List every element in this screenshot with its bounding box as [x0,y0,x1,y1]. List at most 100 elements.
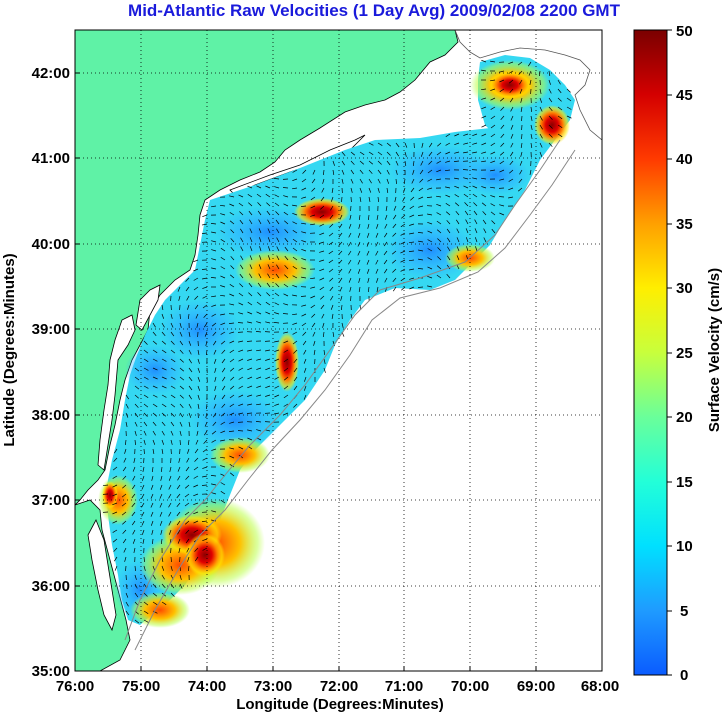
vector-arrow [256,376,262,380]
vector-arrow [292,294,298,297]
vector-arrow [274,394,280,398]
vector-arrow [202,547,208,551]
vector-arrow [274,186,280,189]
vector-arrow [377,142,383,146]
vector-arrow [202,304,208,309]
vector-arrow [143,367,149,371]
vector-arrow [529,79,532,85]
vector-arrow [348,223,352,229]
vector-arrow [482,211,487,216]
vector-arrow [151,475,154,481]
vector-arrow [509,97,514,103]
vector-arrow [436,203,442,207]
vector-arrow [445,186,451,189]
vector-arrow [357,268,361,274]
vector-arrow [348,277,352,283]
vector-arrow [466,246,469,252]
vector-arrow [384,214,388,220]
vector-arrow [303,385,307,391]
vector-arrow [350,151,356,156]
vector-arrow [238,349,244,353]
vector-arrow [238,446,244,450]
vector-arrow [350,295,352,302]
vector-arrow [161,421,166,427]
vector-arrow [428,160,433,165]
vector-arrow [256,385,262,388]
vector-arrow [490,115,496,120]
vector-arrow [539,88,542,94]
vector-arrow [179,313,181,320]
vector-arrow [446,273,451,279]
vector-arrow [256,185,262,189]
vector-arrow [112,493,118,497]
vector-arrow [213,340,217,346]
vector-arrow [258,228,262,234]
vector-arrow [508,61,514,65]
vector-arrow [557,115,563,120]
vector-arrow [112,502,118,506]
x-tick-label: 68:00 [581,678,619,695]
vector-arrow [446,264,451,270]
vector-arrow [220,456,226,459]
vector-arrow [273,178,280,180]
vector-arrow [179,412,184,418]
vector-arrow [211,267,217,270]
vector-arrow [490,151,496,155]
vector-arrow [359,178,363,184]
vector-arrow [221,394,226,400]
x-tick-label: 69:00 [517,678,555,695]
vector-arrow [303,358,307,364]
vector-arrow [230,246,235,252]
vector-arrow [112,511,118,515]
vector-arrow [275,283,280,288]
vector-arrow [310,277,316,280]
vector-arrow [418,240,424,243]
vector-arrow [341,151,346,157]
vector-arrow [566,97,572,102]
vector-arrow [267,246,271,252]
vector-arrow [339,214,343,220]
vector-arrow [161,448,164,454]
vector-arrow [184,493,190,498]
vector-arrow [197,376,201,382]
vector-arrow [481,160,487,163]
vector-arrow [483,228,487,234]
vector-arrow [417,214,424,216]
vector-arrow [357,241,361,247]
vector-arrow [319,223,325,227]
vector-arrow [473,210,478,216]
vector-arrow [177,466,181,472]
y-tick-label: 42:00 [32,65,70,82]
vector-arrow [367,223,370,229]
vector-arrow [548,106,553,112]
vector-arrow [386,151,391,156]
vector-arrow [238,302,244,306]
vector-arrow [312,331,316,337]
vector-arrow [283,331,289,334]
vector-arrow [384,268,388,274]
vector-arrow [211,510,217,513]
vector-arrow [112,466,118,471]
land-pamlico-sound [87,519,117,632]
vector-arrow [152,538,154,545]
vector-arrow [213,349,217,355]
vector-arrow [220,266,226,270]
vector-arrow [428,151,433,157]
vector-arrow [113,457,118,462]
vector-arrow [152,439,156,445]
vector-arrow [368,196,371,202]
vector-arrow [557,97,562,102]
vector-arrow [214,385,217,391]
vector-arrow [418,249,424,252]
vector-arrow [238,312,244,315]
vector-arrow [265,185,271,189]
vector-arrow [131,511,136,517]
vector-arrow [409,268,415,271]
vector-arrow [528,61,532,67]
vector-arrow [518,178,523,184]
vector-arrow [338,232,343,238]
vector-arrow [339,286,343,292]
vector-arrow [472,142,478,145]
vector-arrow [258,219,262,225]
vector-arrow [249,228,253,234]
